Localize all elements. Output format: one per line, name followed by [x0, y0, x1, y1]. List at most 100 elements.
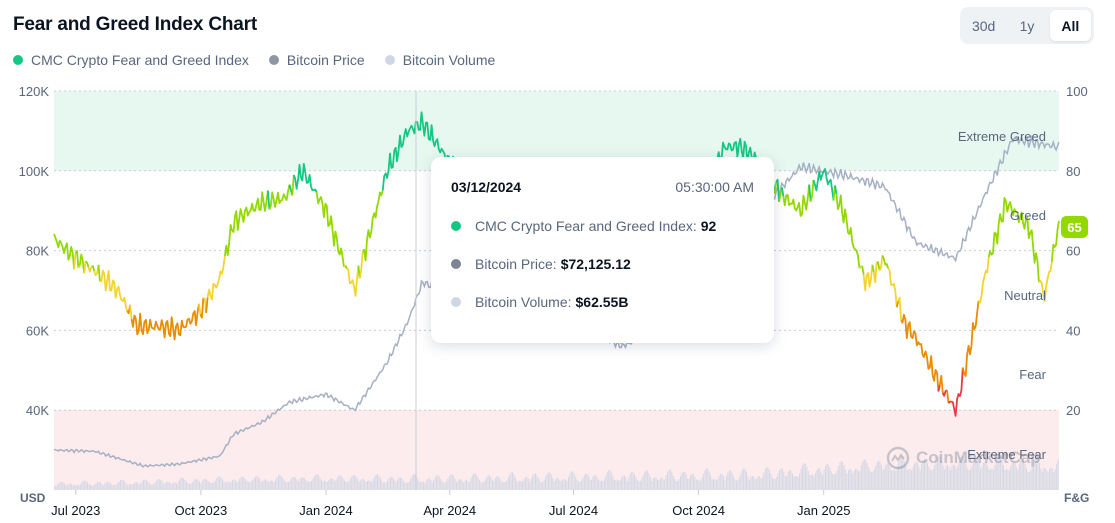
legend-item-bitcoin-price[interactable]: Bitcoin Price — [268, 52, 365, 68]
volume-bar — [954, 465, 956, 490]
volume-bar — [384, 482, 386, 490]
volume-bar — [891, 470, 892, 490]
volume-bar — [929, 469, 931, 490]
volume-bar — [484, 479, 486, 490]
volume-bar — [767, 467, 769, 490]
volume-bar — [965, 464, 967, 490]
fear-greed-line-segment — [881, 254, 889, 269]
volume-bar — [802, 465, 803, 490]
volume-bar — [191, 482, 193, 490]
volume-bar — [553, 481, 555, 490]
volume-bar — [316, 474, 318, 490]
volume-bar — [257, 476, 259, 490]
fear-greed-line-segment — [84, 260, 90, 268]
volume-bar — [931, 470, 933, 490]
volume-bar — [476, 474, 478, 490]
volume-bar — [942, 465, 944, 490]
volume-bar — [562, 479, 564, 490]
volume-bar — [356, 478, 358, 490]
volume-bar — [121, 479, 123, 490]
volume-bar — [433, 480, 434, 490]
volume-bar — [71, 484, 73, 490]
volume-bar — [970, 469, 971, 490]
volume-bar — [982, 462, 984, 490]
volume-bar — [124, 481, 126, 490]
volume-bar — [591, 480, 592, 490]
volume-bar — [707, 468, 709, 490]
volume-bar — [1027, 471, 1029, 490]
fear-greed-line-segment — [938, 375, 944, 393]
volume-bar — [282, 477, 284, 490]
volume-bar — [207, 481, 209, 490]
volume-bar — [583, 475, 585, 490]
volume-bar — [941, 460, 943, 490]
volume-bar — [431, 482, 433, 490]
range-1y-button[interactable]: 1y — [1019, 17, 1035, 34]
volume-bar — [575, 476, 577, 490]
volume-bar — [62, 482, 64, 490]
volume-bar — [527, 478, 529, 490]
volume-bar — [750, 477, 752, 490]
volume-bar — [379, 477, 381, 490]
volume-bar — [145, 480, 147, 490]
volume-bar — [526, 476, 528, 490]
volume-bar — [833, 474, 835, 490]
fear-greed-line-segment — [77, 264, 81, 269]
volume-bar — [810, 475, 812, 490]
volume-bar — [777, 473, 779, 490]
volume-bar — [500, 480, 502, 490]
volume-bar — [922, 460, 924, 490]
volume-bar — [480, 482, 482, 490]
volume-bar — [568, 476, 569, 490]
volume-bar — [539, 480, 541, 490]
fear-greed-line-segment — [1038, 261, 1053, 303]
volume-bar — [295, 477, 297, 490]
volume-bar — [658, 479, 660, 490]
left-axis-tick-label: 80K — [26, 244, 49, 259]
tooltip-row-fear-greed: CMC Crypto Fear and Greed Index: 92 — [451, 216, 754, 235]
volume-bar — [1044, 467, 1046, 490]
volume-bar — [69, 483, 71, 490]
fear-greed-line-segment — [862, 264, 874, 292]
volume-bar — [1018, 464, 1020, 490]
fear-greed-line-segment — [130, 303, 200, 341]
legend-item-bitcoin-volume[interactable]: Bitcoin Volume — [384, 52, 496, 68]
legend-item-fear-greed[interactable]: CMC Crypto Fear and Greed Index — [13, 52, 249, 68]
volume-bar — [873, 469, 875, 490]
volume-bar — [764, 469, 766, 490]
range-30d-button[interactable]: 30d — [971, 17, 996, 34]
volume-bar — [540, 482, 542, 490]
volume-bar — [955, 468, 957, 490]
volume-bar — [888, 464, 890, 490]
volume-bar — [219, 476, 221, 490]
volume-bar — [980, 468, 981, 490]
volume-bar — [892, 470, 894, 490]
legend-label-bitcoin-volume: Bitcoin Volume — [402, 52, 496, 68]
volume-bar — [835, 473, 836, 490]
volume-bar — [1051, 468, 1053, 490]
fear-greed-line-segment — [199, 297, 205, 319]
volume-bar — [972, 462, 974, 490]
volume-bar — [450, 474, 452, 490]
volume-bar — [537, 478, 539, 490]
volume-bar — [667, 471, 668, 490]
volume-bar — [820, 471, 822, 490]
volume-bar — [128, 483, 130, 490]
volume-bar — [1041, 471, 1043, 490]
volume-bar — [702, 473, 704, 490]
fear-greed-line-segment — [267, 190, 271, 210]
volume-bar — [125, 483, 127, 490]
volume-bar — [944, 469, 946, 490]
volume-bar — [214, 480, 216, 490]
left-axis: 40K 60K 80K 100K 120K — [19, 84, 50, 418]
range-all-button[interactable]: All — [1049, 10, 1091, 41]
volume-bar — [522, 481, 523, 490]
volume-bar — [856, 469, 858, 490]
volume-bar — [368, 480, 370, 490]
volume-bar — [1054, 469, 1056, 490]
volume-bar — [141, 481, 143, 490]
volume-bar — [111, 484, 113, 490]
volume-bar — [723, 476, 724, 490]
volume-bar — [122, 480, 124, 490]
